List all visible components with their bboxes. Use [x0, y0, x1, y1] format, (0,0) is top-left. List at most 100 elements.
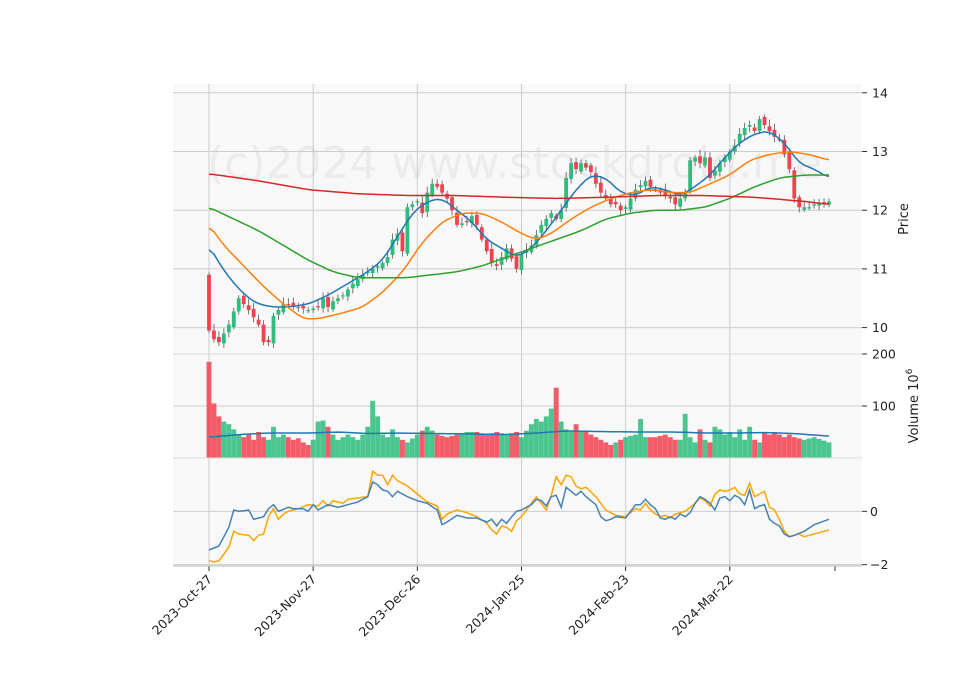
volume-bar: [677, 439, 683, 458]
volume-bar: [682, 413, 688, 458]
volume-bar: [762, 432, 767, 458]
candle-body: [574, 162, 578, 170]
volume-bar: [266, 439, 271, 458]
candle-body: [559, 210, 564, 219]
candle-body: [455, 212, 459, 225]
candle-body: [549, 213, 554, 218]
volume-bar: [657, 435, 663, 458]
ma-short-line: [208, 131, 830, 308]
volume-bar: [256, 432, 262, 458]
candle-body: [231, 311, 236, 327]
volume-bar: [489, 433, 495, 458]
volume-bar: [499, 433, 505, 458]
candle-body: [450, 197, 454, 211]
volume-bar: [261, 437, 267, 458]
volume-bar: [593, 437, 599, 458]
volume-bar: [246, 434, 252, 458]
candle-body: [350, 283, 355, 289]
candle-body: [797, 197, 802, 208]
candle-body: [762, 116, 767, 126]
candle-body: [465, 221, 469, 223]
price-axis-label: Price: [897, 203, 912, 235]
volume-bar: [801, 439, 807, 458]
candle-body: [355, 279, 360, 286]
candle-body: [410, 204, 415, 208]
price-tick-label: 12: [872, 203, 888, 218]
candle-body: [400, 232, 405, 252]
x-tick-label: 2023-Nov-27: [252, 572, 320, 640]
volume-bar: [687, 437, 693, 458]
candle-body: [221, 333, 226, 344]
volume-bar: [717, 429, 723, 458]
candle-body: [618, 205, 623, 211]
candle-body: [693, 157, 697, 162]
volume-bar: [300, 442, 306, 458]
candle-body: [782, 139, 787, 155]
candle-body: [747, 125, 752, 127]
volume-bar: [702, 439, 708, 458]
volume-bar: [434, 434, 440, 458]
volume-bar: [558, 421, 564, 458]
candle-body: [584, 163, 588, 168]
price-tick-label: 11: [872, 261, 888, 276]
volume-bar: [623, 437, 629, 458]
candle-body: [370, 268, 375, 273]
volume-bar: [444, 437, 450, 458]
volume-bar: [781, 437, 787, 458]
volume-bar: [533, 419, 539, 458]
volume-tick-label: 200: [872, 347, 896, 362]
oscillator-tick-label: 0: [870, 504, 878, 519]
candle-body: [737, 133, 742, 144]
volume-bar: [747, 426, 753, 458]
candle-body: [613, 201, 618, 205]
candle-body: [266, 339, 271, 343]
volume-bar: [821, 440, 827, 458]
volume-bar: [310, 439, 316, 458]
candle-body: [460, 223, 464, 225]
volume-bar: [399, 439, 405, 458]
volume-bar: [290, 439, 296, 458]
candle-body: [316, 306, 321, 308]
panel-background-3: [173, 458, 862, 566]
volume-bar: [603, 442, 609, 458]
ma-mid-line: [208, 151, 830, 320]
candle-body: [420, 202, 425, 214]
x-tick-label: 2023-Dec-26: [356, 571, 424, 639]
volume-bar: [771, 432, 777, 458]
volume-bar: [280, 434, 286, 458]
volume-bar: [484, 434, 490, 458]
volume-bar: [638, 419, 643, 458]
volume-bar: [380, 434, 386, 458]
volume-bar: [667, 437, 673, 458]
volume-bar: [271, 426, 276, 458]
candle-body: [703, 157, 707, 166]
volume-bar: [355, 439, 361, 458]
volume-bar: [375, 416, 381, 458]
volume-bar: [390, 429, 395, 458]
candle-body: [608, 198, 613, 205]
volume-bar: [707, 442, 713, 458]
candle-body: [534, 235, 539, 246]
volume-bar: [767, 434, 772, 458]
volume-bar: [315, 421, 321, 458]
candle-body: [504, 248, 509, 260]
volume-bar: [514, 432, 519, 458]
volume-bar: [285, 437, 291, 458]
candle-body: [757, 119, 762, 131]
candle-body: [484, 239, 489, 252]
candle-body: [673, 197, 678, 205]
candle-body: [212, 330, 216, 340]
volume-bar: [643, 437, 648, 458]
volume-bar: [251, 439, 257, 458]
x-tick-label: 2023-Oct-27: [149, 572, 215, 638]
volume-bar: [806, 438, 812, 458]
volume-bar: [752, 439, 758, 458]
volume-bar: [449, 435, 455, 458]
volume-bar: [464, 432, 470, 458]
volume-bar: [528, 424, 534, 458]
volume-bar: [241, 437, 247, 458]
volume-bar: [727, 432, 733, 458]
candle-body: [226, 324, 231, 333]
price-tick-label: 13: [872, 144, 888, 159]
candle-body: [648, 179, 653, 187]
